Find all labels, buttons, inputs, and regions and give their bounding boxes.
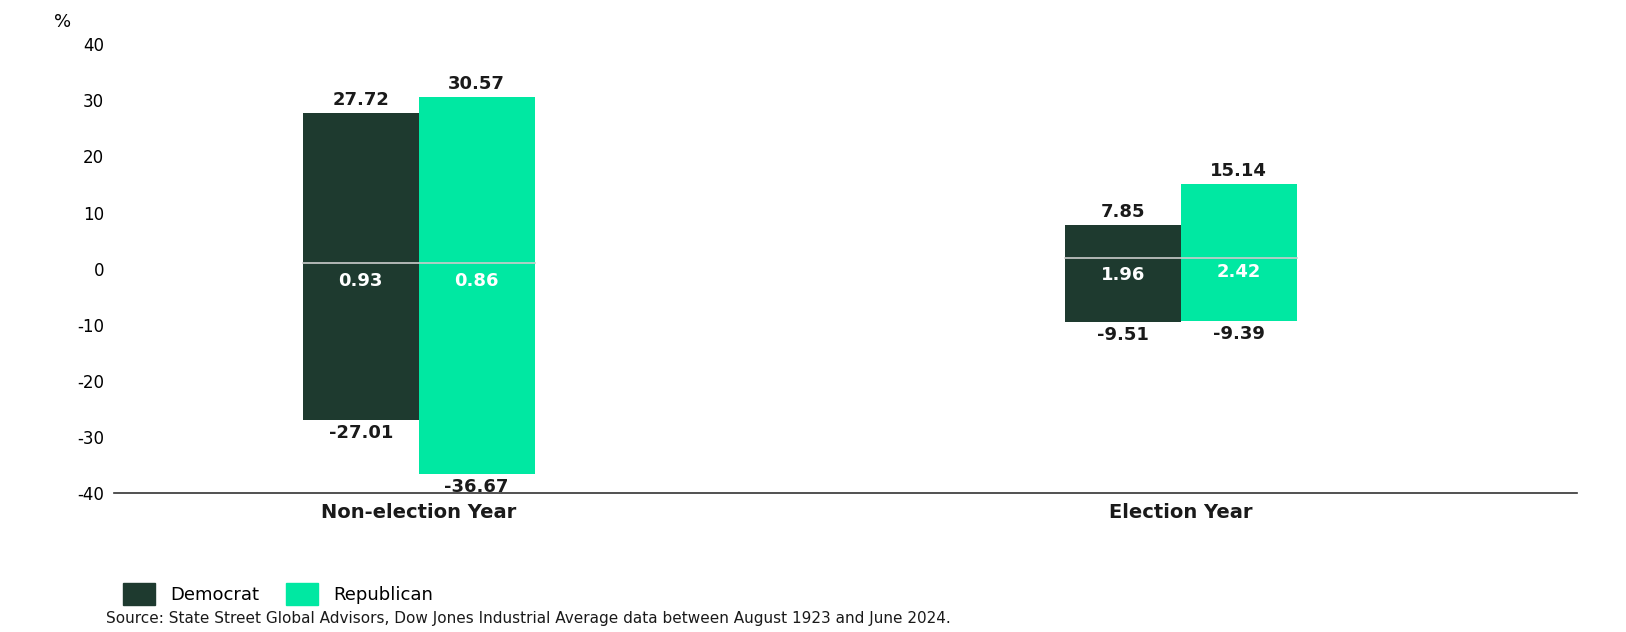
Text: -36.67: -36.67 xyxy=(444,478,509,496)
Text: 2.42: 2.42 xyxy=(1216,264,1262,281)
Text: 1.96: 1.96 xyxy=(1101,266,1145,284)
Bar xyxy=(1065,258,1180,322)
Text: 15.14: 15.14 xyxy=(1210,162,1267,179)
Text: 30.57: 30.57 xyxy=(449,75,506,93)
Bar xyxy=(1180,255,1298,321)
Text: 0.86: 0.86 xyxy=(454,272,499,290)
Text: -9.39: -9.39 xyxy=(1213,325,1265,343)
Text: -9.51: -9.51 xyxy=(1098,326,1150,344)
Bar xyxy=(420,97,535,264)
Text: 0.93: 0.93 xyxy=(338,272,384,290)
Text: 27.72: 27.72 xyxy=(332,91,389,109)
Text: -27.01: -27.01 xyxy=(328,424,393,442)
Bar xyxy=(302,113,420,264)
Text: 7.85: 7.85 xyxy=(1101,203,1145,221)
Legend: Democrat, Republican: Democrat, Republican xyxy=(124,583,433,605)
Bar xyxy=(1180,184,1298,255)
Bar xyxy=(1065,224,1180,258)
Y-axis label: %: % xyxy=(54,13,72,31)
Bar xyxy=(420,264,535,474)
Text: Source: State Street Global Advisors, Dow Jones Industrial Average data between : Source: State Street Global Advisors, Do… xyxy=(106,611,951,626)
Bar xyxy=(302,264,420,420)
